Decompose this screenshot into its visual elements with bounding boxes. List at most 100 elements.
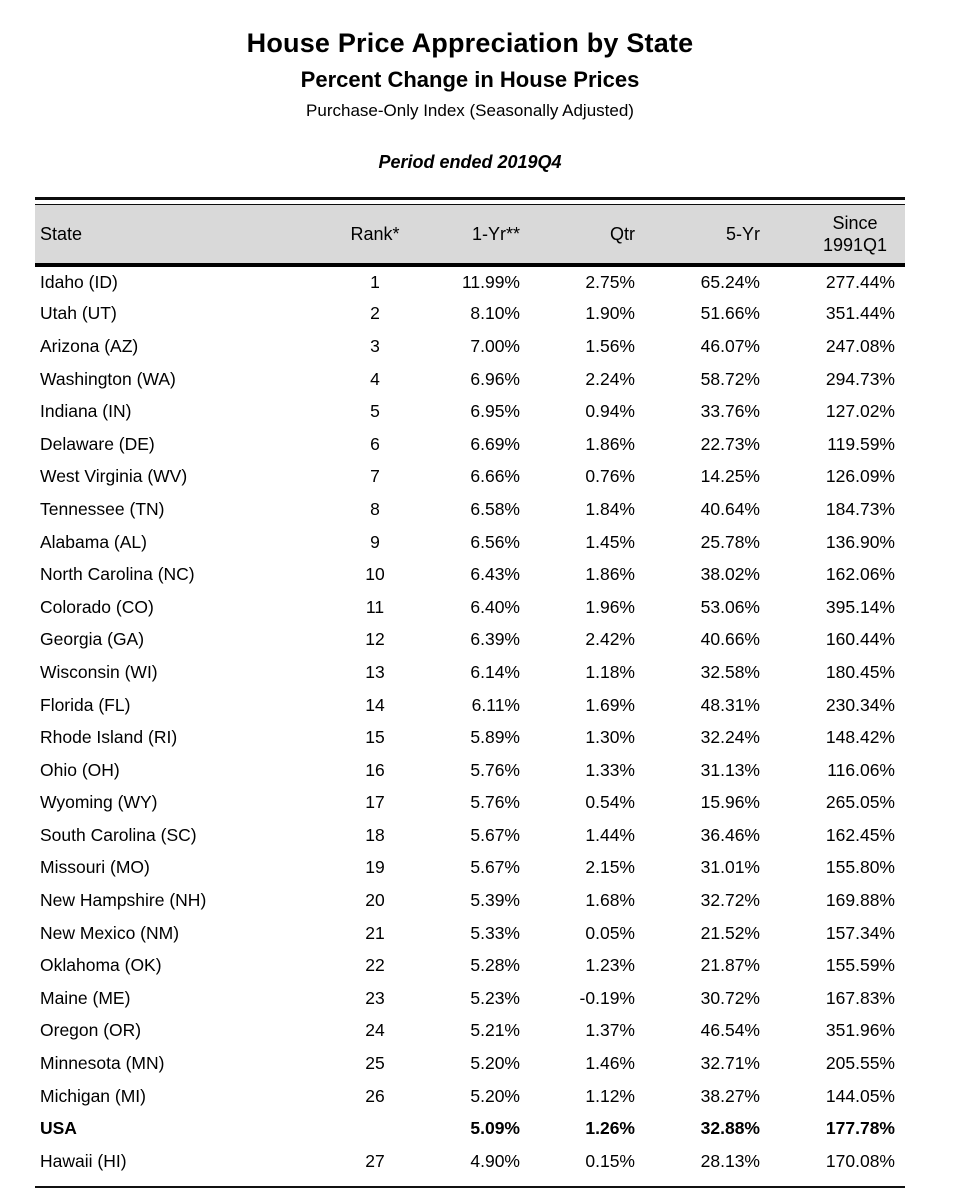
cell-qtr: 1.86% — [585, 433, 635, 454]
cell-1yr: 8.10% — [470, 303, 520, 324]
cell-qtr: 1.86% — [585, 564, 635, 585]
cell-rank: 10 — [365, 564, 385, 585]
cell-since: 157.34% — [825, 922, 895, 943]
cell-since: 116.06% — [827, 759, 895, 780]
table-row: Rhode Island (RI) 15 5.89% 1.30% 32.24% 148.4… — [35, 721, 905, 754]
cell-qtr: 2.42% — [585, 629, 635, 650]
cell-state: Tennessee (TN) — [40, 498, 165, 519]
cell-state: USA — [40, 1118, 77, 1139]
cell-qtr: 1.30% — [585, 727, 635, 748]
header-row: State Rank* 1-Yr** Qtr 5-Yr Since 1991Q1 — [35, 205, 905, 267]
cell-5yr: 40.66% — [700, 629, 760, 650]
cell-state: Alabama (AL) — [40, 531, 147, 552]
cell-since: 155.80% — [825, 857, 895, 878]
cell-since: 277.44% — [825, 271, 895, 292]
cell-since: 395.14% — [825, 596, 895, 617]
cell-1yr: 5.20% — [470, 1085, 520, 1106]
cell-1yr: 6.40% — [470, 596, 520, 617]
cell-state: Florida (FL) — [40, 694, 131, 715]
cell-since: 169.88% — [825, 890, 895, 911]
cell-since: 294.73% — [825, 368, 895, 389]
cell-since: 351.44% — [825, 303, 895, 324]
cell-1yr: 11.99% — [461, 271, 520, 292]
column-header-since-1991q1: Since 1991Q1 — [760, 205, 905, 267]
cell-qtr: 2.75% — [585, 271, 635, 292]
cell-since: 265.05% — [825, 792, 895, 813]
since-header-label: Since 1991Q1 — [822, 212, 888, 256]
cell-rank: 3 — [370, 335, 380, 356]
table-body: Idaho (ID) 1 11.99% 2.75% 65.24% 277.44% Utah … — [35, 265, 905, 1178]
cell-1yr: 6.96% — [470, 368, 520, 389]
cell-state: Oklahoma (OK) — [40, 955, 162, 976]
table-row: South Carolina (SC) 18 5.67% 1.44% 36.46% 162… — [35, 819, 905, 852]
cell-state: South Carolina (SC) — [40, 824, 197, 845]
cell-qtr: 1.84% — [585, 498, 635, 519]
house-price-table: State Rank* 1-Yr** Qtr 5-Yr Since 1991Q1… — [35, 205, 905, 1178]
table-row: Michigan (MI) 26 5.20% 1.12% 38.27% 144.05% — [35, 1080, 905, 1113]
cell-5yr: 21.87% — [700, 955, 760, 976]
cell-5yr: 38.02% — [700, 564, 760, 585]
cell-rank: 4 — [370, 368, 380, 389]
table-row: Wisconsin (WI) 13 6.14% 1.18% 32.58% 180.45% — [35, 656, 905, 689]
cell-1yr: 5.76% — [470, 792, 520, 813]
cell-state: Delaware (DE) — [40, 433, 155, 454]
cell-rank: 18 — [365, 824, 385, 845]
cell-state: Missouri (MO) — [40, 857, 150, 878]
table-row: USA 5.09% 1.26% 32.88% 177.78% — [35, 1112, 905, 1145]
cell-5yr: 46.54% — [700, 1020, 760, 1041]
cell-state: Wisconsin (WI) — [40, 661, 158, 682]
table-row: Minnesota (MN) 25 5.20% 1.46% 32.71% 205.55% — [35, 1047, 905, 1080]
cell-since: 162.45% — [825, 824, 895, 845]
cell-rank: 20 — [365, 890, 385, 911]
cell-since: 205.55% — [825, 1053, 895, 1074]
cell-state: West Virginia (WV) — [40, 466, 188, 487]
cell-qtr: 1.44% — [585, 824, 635, 845]
cell-state: Georgia (GA) — [40, 629, 145, 650]
cell-state: Indiana (IN) — [40, 401, 132, 422]
cell-qtr: 1.23% — [585, 955, 635, 976]
cell-1yr: 6.58% — [470, 498, 520, 519]
cell-qtr: 1.37% — [585, 1020, 635, 1041]
cell-qtr: 1.26% — [585, 1118, 635, 1139]
cell-5yr: 32.88% — [700, 1118, 760, 1139]
cell-1yr: 6.56% — [470, 531, 520, 552]
table-row: North Carolina (NC) 10 6.43% 1.86% 38.02% 162… — [35, 558, 905, 591]
cell-state: Washington (WA) — [40, 368, 176, 389]
cell-qtr: 0.76% — [585, 466, 635, 487]
table-row: West Virginia (WV) 7 6.66% 0.76% 14.25% 126.0… — [35, 461, 905, 494]
table-row: Alabama (AL) 9 6.56% 1.45% 25.78% 136.90% — [35, 526, 905, 559]
cell-state: Minnesota (MN) — [40, 1053, 165, 1074]
cell-rank: 21 — [365, 922, 385, 943]
cell-5yr: 46.07% — [700, 335, 760, 356]
cell-1yr: 6.66% — [470, 466, 520, 487]
cell-1yr: 5.20% — [470, 1053, 520, 1074]
table-row: Missouri (MO) 19 5.67% 2.15% 31.01% 155.80% — [35, 852, 905, 885]
table-header: State Rank* 1-Yr** Qtr 5-Yr Since 1991Q1 — [35, 205, 905, 267]
cell-qtr: 1.68% — [585, 890, 635, 911]
cell-state: New Mexico (NM) — [40, 922, 180, 943]
table-row: New Mexico (NM) 21 5.33% 0.05% 21.52% 157.34% — [35, 917, 905, 950]
cell-1yr: 6.39% — [470, 629, 520, 650]
index-description: Purchase-Only Index (Seasonally Adjusted… — [306, 101, 634, 120]
cell-state: Wyoming (WY) — [40, 792, 158, 813]
cell-qtr: 1.45% — [585, 531, 635, 552]
cell-1yr: 5.09% — [470, 1118, 520, 1139]
cell-1yr: 4.90% — [470, 1150, 520, 1171]
cell-qtr: -0.19% — [579, 987, 635, 1008]
cell-since: 144.05% — [825, 1085, 895, 1106]
cell-5yr: 21.52% — [700, 922, 760, 943]
cell-state: Idaho (ID) — [40, 271, 118, 292]
cell-qtr: 0.94% — [585, 401, 635, 422]
cell-qtr: 1.56% — [585, 335, 635, 356]
cell-state: North Carolina (NC) — [40, 564, 195, 585]
cell-since: 160.44% — [825, 629, 895, 650]
table-row: Colorado (CO) 11 6.40% 1.96% 53.06% 395.14% — [35, 591, 905, 624]
cell-since: 155.59% — [825, 955, 895, 976]
cell-rank: 25 — [365, 1053, 385, 1074]
cell-rank: 22 — [365, 955, 385, 976]
cell-state: Colorado (CO) — [40, 596, 154, 617]
cell-1yr: 5.23% — [470, 987, 520, 1008]
cell-state: Michigan (MI) — [40, 1085, 146, 1106]
table-row: Maine (ME) 23 5.23% -0.19% 30.72% 167.83% — [35, 982, 905, 1015]
